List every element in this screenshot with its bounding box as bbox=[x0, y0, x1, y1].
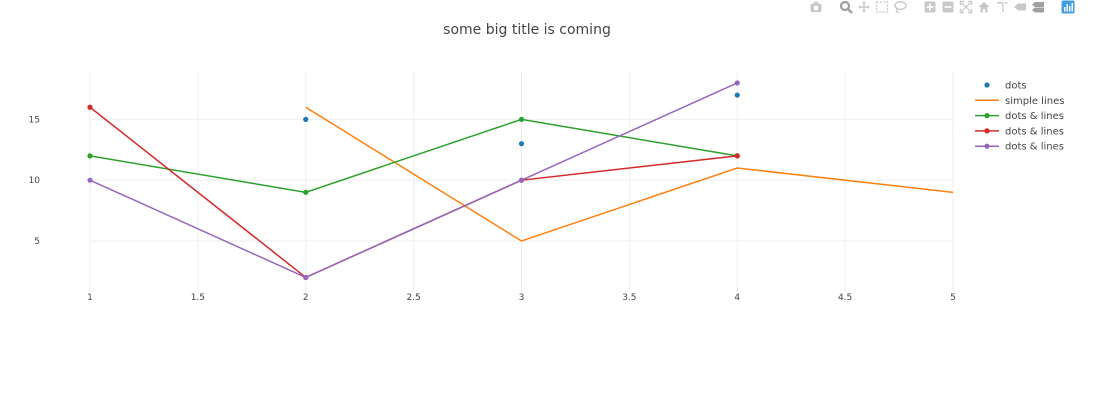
legend-label: dots & lines bbox=[1005, 126, 1064, 137]
data-point[interactable] bbox=[87, 177, 93, 183]
x-tick-label: 3.5 bbox=[622, 293, 636, 303]
legend-label: dots bbox=[1005, 81, 1027, 92]
legend-marker-swatch bbox=[984, 128, 990, 134]
data-point[interactable] bbox=[734, 80, 740, 86]
legend-label: simple lines bbox=[1005, 96, 1064, 107]
pan-icon[interactable] bbox=[857, 0, 871, 14]
series-4 bbox=[87, 80, 740, 281]
legend-label: dots & lines bbox=[1005, 142, 1064, 153]
data-point[interactable] bbox=[518, 177, 525, 183]
x-tick-label: 2 bbox=[303, 293, 309, 303]
legend-item[interactable]: dots & lines bbox=[975, 111, 1064, 122]
data-point[interactable] bbox=[303, 116, 309, 123]
x-tick-label: 4.5 bbox=[838, 293, 852, 303]
x-tick-label: 5 bbox=[950, 293, 956, 303]
x-tick-label: 2.5 bbox=[406, 293, 420, 303]
series-line bbox=[305, 106, 954, 242]
series-line bbox=[89, 82, 738, 279]
series-line bbox=[89, 118, 738, 194]
data-point[interactable] bbox=[518, 141, 525, 147]
series-0 bbox=[303, 92, 740, 147]
reset-axes-icon[interactable] bbox=[977, 0, 991, 14]
data-point[interactable] bbox=[734, 153, 740, 159]
zoom-in-icon[interactable] bbox=[923, 0, 937, 14]
data-point[interactable] bbox=[303, 274, 309, 281]
legend-marker-swatch bbox=[984, 143, 990, 149]
hover-closest-icon[interactable] bbox=[1013, 0, 1027, 14]
camera-icon[interactable] bbox=[809, 0, 823, 14]
zoom-icon[interactable] bbox=[839, 0, 853, 14]
legend-item[interactable]: dots bbox=[984, 81, 1027, 92]
x-tick-label: 1 bbox=[87, 293, 93, 303]
series bbox=[87, 80, 954, 281]
legend[interactable]: dots simple lines dots & lines dots & lines… bbox=[975, 81, 1064, 153]
zoom-out-icon[interactable] bbox=[941, 0, 955, 14]
x-tick-label: 1.5 bbox=[191, 293, 205, 303]
spike-lines-icon[interactable] bbox=[995, 0, 1009, 14]
y-tick-label: 5 bbox=[34, 237, 40, 247]
legend-marker-swatch bbox=[984, 113, 990, 119]
y-tick-label: 15 bbox=[29, 115, 40, 125]
x-tick-label: 3 bbox=[519, 293, 525, 303]
hover-compare-icon[interactable] bbox=[1031, 0, 1045, 14]
series-1 bbox=[305, 106, 954, 242]
plotly-logo-icon[interactable] bbox=[1061, 0, 1075, 14]
data-point[interactable] bbox=[87, 104, 93, 110]
legend-item[interactable]: dots & lines bbox=[975, 126, 1064, 137]
chart-title: some big title is coming bbox=[443, 22, 611, 38]
data-point[interactable] bbox=[303, 189, 309, 195]
lasso-select-icon[interactable] bbox=[893, 0, 907, 14]
legend-marker-swatch bbox=[984, 82, 990, 88]
data-point[interactable] bbox=[734, 92, 740, 98]
y-axis-ticks: 5 10 15 bbox=[29, 115, 41, 247]
modebar bbox=[809, 0, 1075, 14]
autoscale-icon[interactable] bbox=[959, 0, 973, 14]
x-axis-ticks: 1 1.5 2 2.5 3 3.5 4 4.5 5 bbox=[87, 293, 956, 303]
y-tick-label: 10 bbox=[29, 176, 41, 186]
legend-label: dots & lines bbox=[1005, 111, 1064, 122]
data-point[interactable] bbox=[518, 116, 525, 123]
legend-item[interactable]: dots & lines bbox=[975, 142, 1064, 153]
x-tick-label: 4 bbox=[734, 293, 740, 303]
data-point[interactable] bbox=[87, 153, 93, 159]
legend-item[interactable]: simple lines bbox=[975, 96, 1064, 107]
